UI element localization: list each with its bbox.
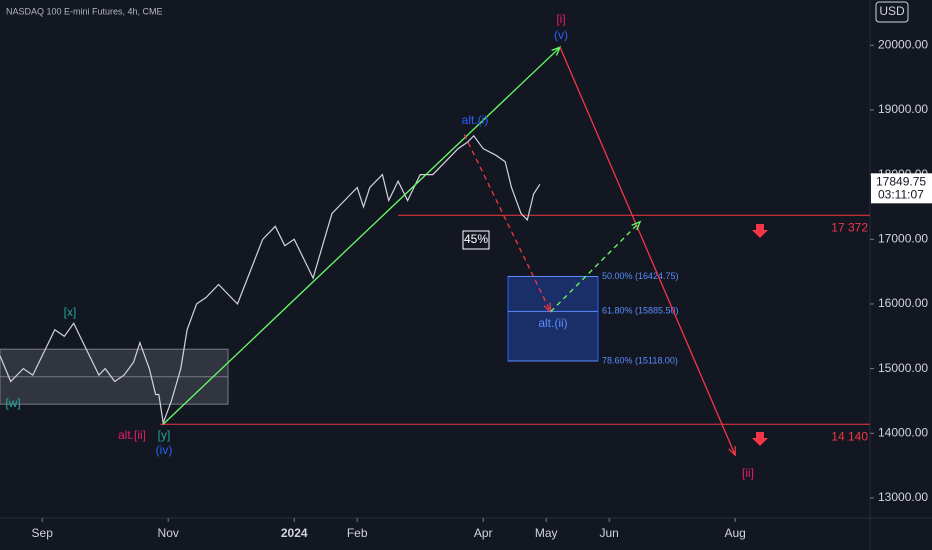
- level-label: 17 372: [831, 220, 868, 234]
- y-tick-label: 13000.00: [878, 490, 928, 504]
- arrow-icons: [752, 224, 768, 446]
- chart-title: NASDAQ 100 E-mini Futures, 4h, CME: [6, 6, 163, 16]
- y-tick-label: 19000.00: [878, 102, 928, 116]
- projection: [463, 134, 552, 312]
- annotation-box: [462, 230, 490, 250]
- price-line: [0, 134, 541, 426]
- currency-box[interactable]: [875, 1, 909, 23]
- annotation: [w]: [5, 396, 20, 410]
- x-tick-label: Jun: [600, 526, 619, 540]
- level-label: 14 140: [831, 429, 868, 443]
- x-tick-label: Aug: [725, 526, 746, 540]
- x-tick-label: Sep: [32, 526, 54, 540]
- annotation: (v): [554, 28, 568, 42]
- fib-label: 78.60% (15118.00): [602, 355, 678, 365]
- x-tick-label: Feb: [347, 526, 368, 540]
- annotation: alt.(i): [462, 113, 489, 127]
- y-tick-label: 15000.00: [878, 361, 928, 375]
- x-tick-label: Nov: [158, 526, 179, 540]
- down-arrow: [752, 432, 768, 446]
- x-tick-label: May: [535, 526, 558, 540]
- annotation: alt.[ii]: [118, 428, 146, 442]
- projection: [550, 221, 641, 313]
- annotation: alt.(ii): [538, 316, 567, 330]
- annotation: 45%: [464, 232, 488, 246]
- currency: USD: [879, 4, 905, 18]
- annotation: (iv): [156, 443, 173, 457]
- projection: [559, 46, 736, 456]
- arrow-head: [728, 446, 736, 457]
- arrow-head: [631, 220, 642, 231]
- annotation: [x]: [64, 305, 77, 319]
- y-tick-label: 14000.00: [878, 425, 928, 439]
- countdown: 03:11:07: [878, 187, 924, 201]
- annotation: [ii]: [742, 466, 754, 480]
- fib-label: 61.80% (15885.50): [602, 306, 679, 316]
- x-tick-label: 2024: [281, 526, 308, 540]
- annotation: [i]: [556, 12, 565, 26]
- x-tick-label: Apr: [474, 526, 493, 540]
- down-arrow: [752, 224, 768, 238]
- y-tick-label: 20000.00: [878, 37, 928, 51]
- fib-label: 50.00% (16424.75): [602, 271, 679, 281]
- last-price: 17849.75: [876, 174, 926, 188]
- projection: [162, 46, 561, 425]
- price-tag: [871, 173, 932, 204]
- annotation: [y]: [158, 428, 171, 442]
- y-tick-label: 16000.00: [878, 296, 928, 310]
- y-tick-label: 17000.00: [878, 231, 928, 245]
